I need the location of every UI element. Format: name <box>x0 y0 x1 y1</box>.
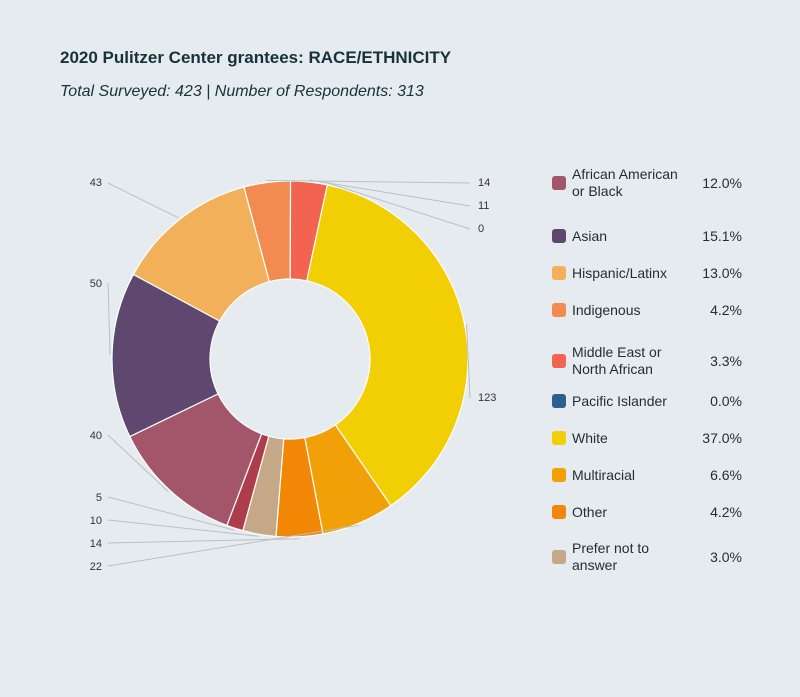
legend-percent: 15.1% <box>702 228 742 244</box>
legend-percent: 13.0% <box>702 265 742 281</box>
legend-swatch <box>552 505 566 519</box>
legend-label: Pacific Islander <box>572 392 667 409</box>
callout-line-indigenous <box>266 180 471 184</box>
value-label-other: 14 <box>90 538 102 550</box>
value-label-pacific-islander: 0 <box>478 223 484 235</box>
legend-label: African American or Black <box>572 166 678 199</box>
legend-label: Other <box>572 503 608 520</box>
legend-percent: 4.2% <box>710 302 742 318</box>
value-label-indigenous: 14 <box>478 177 490 189</box>
legend-item-hispanic-latinx[interactable]: Hispanic/Latinx 13.0% <box>552 255 742 291</box>
legend-item-indigenous[interactable]: Indigenous 4.2% <box>552 292 742 328</box>
legend-item-pacific-islander[interactable]: Pacific Islander 0.0% <box>552 383 742 419</box>
legend-swatch <box>552 229 566 243</box>
legend-swatch <box>552 354 566 368</box>
legend-percent: 0.0% <box>710 393 742 409</box>
legend-swatch <box>552 176 566 190</box>
legend-label: Hispanic/Latinx <box>572 264 667 281</box>
value-label-african-american-or-black: 40 <box>90 430 102 442</box>
legend-item-asian[interactable]: Asian 15.1% <box>552 218 742 254</box>
callout-line-pacific-islander <box>327 182 471 230</box>
legend-percent: 3.0% <box>710 549 742 565</box>
legend-swatch <box>552 266 566 280</box>
slice-asian[interactable] <box>111 273 221 438</box>
legend-label: White <box>572 429 608 446</box>
value-label-unlabeled: 5 <box>96 492 102 504</box>
legend-percent: 4.2% <box>710 504 742 520</box>
chart-subtitle: Total Surveyed: 423 | Number of Responde… <box>60 83 424 100</box>
callout-line-multiracial <box>107 524 360 567</box>
legend-item-african-american-or-black[interactable]: African American or Black 12.0% <box>552 165 742 201</box>
slice-white[interactable] <box>306 184 469 507</box>
legend-item-prefer-not-to-answer[interactable]: Prefer not to answer 3.0% <box>552 539 742 575</box>
legend-item-multiracial[interactable]: Multiracial 6.6% <box>552 457 742 493</box>
legend-label: Indigenous <box>572 301 641 318</box>
slice-hispanic-latinx[interactable] <box>132 186 271 322</box>
legend-swatch <box>552 431 566 445</box>
legend-percent: 37.0% <box>702 430 742 446</box>
callout-line-prefer-not-to-answer <box>107 519 259 537</box>
value-label-hispanic-latinx: 43 <box>90 177 102 189</box>
legend-percent: 12.0% <box>702 175 742 191</box>
value-label-prefer-not-to-answer: 10 <box>90 515 102 527</box>
legend-swatch <box>552 550 566 564</box>
value-label-multiracial: 22 <box>90 561 102 573</box>
legend-label: Middle East or North African <box>572 344 662 377</box>
legend-label: Prefer not to answer <box>572 540 650 573</box>
callout-line-other <box>107 538 300 544</box>
legend-percent: 6.6% <box>710 467 742 483</box>
callout-line-unlabeled <box>107 496 235 531</box>
value-label-asian: 50 <box>90 278 102 290</box>
callout-line-white <box>466 323 471 399</box>
legend-item-other[interactable]: Other 4.2% <box>552 494 742 530</box>
legend-percent: 3.3% <box>710 353 742 369</box>
legend-swatch <box>552 468 566 482</box>
value-label-white: 123 <box>478 392 496 404</box>
legend-item-white[interactable]: White 37.0% <box>552 420 742 456</box>
callout-line-middle-east-or-north-african <box>309 179 471 207</box>
callout-line-asian <box>107 282 111 356</box>
callout-line-hispanic-latinx <box>107 182 179 219</box>
legend-item-middle-east-or-north-african[interactable]: Middle East or North African 3.3% <box>552 343 742 379</box>
legend-swatch <box>552 394 566 408</box>
legend-swatch <box>552 303 566 317</box>
legend-label: Asian <box>572 227 608 244</box>
chart-title: 2020 Pulitzer Center grantees: RACE/ETHN… <box>60 48 452 67</box>
value-label-middle-east-or-north-african: 11 <box>478 200 489 212</box>
callout-line-african-american-or-black <box>107 434 169 493</box>
legend-label: Multiracial <box>572 466 636 483</box>
